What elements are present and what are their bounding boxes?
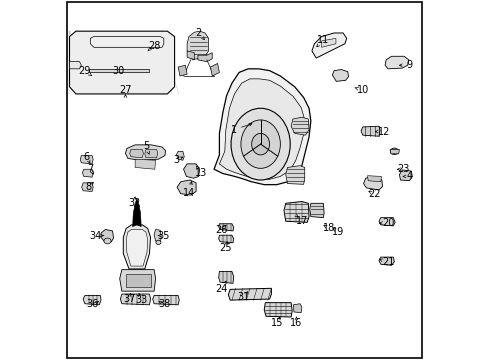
Polygon shape bbox=[399, 170, 411, 181]
Polygon shape bbox=[321, 39, 335, 47]
Text: 31: 31 bbox=[237, 292, 249, 302]
Polygon shape bbox=[126, 229, 147, 266]
Polygon shape bbox=[214, 69, 310, 185]
Polygon shape bbox=[135, 159, 155, 169]
Text: 22: 22 bbox=[367, 189, 380, 199]
Text: 17: 17 bbox=[295, 216, 307, 226]
Text: 4: 4 bbox=[406, 171, 412, 181]
Text: 18: 18 bbox=[322, 224, 334, 233]
Polygon shape bbox=[134, 198, 140, 207]
Polygon shape bbox=[384, 56, 408, 69]
Polygon shape bbox=[367, 176, 381, 182]
Text: 29: 29 bbox=[79, 66, 91, 76]
Polygon shape bbox=[88, 69, 149, 72]
Polygon shape bbox=[389, 149, 399, 154]
Text: 34: 34 bbox=[89, 231, 102, 240]
Text: 12: 12 bbox=[377, 127, 390, 136]
Polygon shape bbox=[187, 51, 194, 59]
Text: 26: 26 bbox=[215, 225, 227, 235]
Text: 5: 5 bbox=[142, 141, 149, 151]
Polygon shape bbox=[152, 296, 179, 305]
Text: 6: 6 bbox=[83, 152, 90, 162]
Polygon shape bbox=[132, 205, 141, 226]
Polygon shape bbox=[125, 145, 165, 160]
Text: 20: 20 bbox=[381, 218, 393, 228]
Polygon shape bbox=[69, 62, 81, 69]
Polygon shape bbox=[120, 294, 150, 305]
Polygon shape bbox=[177, 180, 196, 195]
Text: 37: 37 bbox=[122, 294, 135, 304]
Polygon shape bbox=[144, 149, 158, 158]
Polygon shape bbox=[311, 33, 346, 58]
Polygon shape bbox=[332, 69, 348, 81]
Polygon shape bbox=[81, 183, 93, 192]
Text: 10: 10 bbox=[356, 85, 368, 95]
Text: 38: 38 bbox=[159, 300, 171, 310]
Text: 21: 21 bbox=[381, 257, 393, 267]
Polygon shape bbox=[154, 229, 161, 242]
Text: 15: 15 bbox=[270, 319, 283, 328]
Polygon shape bbox=[378, 257, 394, 265]
Ellipse shape bbox=[251, 134, 269, 155]
Polygon shape bbox=[210, 63, 219, 76]
Polygon shape bbox=[378, 218, 394, 226]
Ellipse shape bbox=[241, 120, 280, 168]
Polygon shape bbox=[183, 164, 199, 178]
Text: 28: 28 bbox=[148, 41, 160, 50]
Text: 9: 9 bbox=[406, 60, 412, 70]
Polygon shape bbox=[129, 149, 143, 158]
Polygon shape bbox=[290, 117, 308, 135]
Text: 1: 1 bbox=[230, 125, 236, 135]
Text: 23: 23 bbox=[396, 164, 408, 174]
Polygon shape bbox=[218, 235, 233, 243]
Polygon shape bbox=[360, 126, 379, 136]
Polygon shape bbox=[82, 169, 93, 177]
Text: 14: 14 bbox=[183, 188, 195, 198]
Polygon shape bbox=[120, 270, 155, 291]
Polygon shape bbox=[178, 65, 187, 76]
Polygon shape bbox=[69, 31, 174, 94]
Polygon shape bbox=[101, 229, 113, 242]
Text: 36: 36 bbox=[86, 300, 98, 310]
Polygon shape bbox=[285, 166, 304, 184]
Polygon shape bbox=[83, 296, 101, 305]
Polygon shape bbox=[309, 203, 324, 218]
Text: 25: 25 bbox=[219, 243, 232, 253]
Text: 19: 19 bbox=[332, 227, 344, 237]
Text: 32: 32 bbox=[128, 198, 141, 208]
Text: 16: 16 bbox=[290, 319, 302, 328]
Polygon shape bbox=[264, 303, 292, 317]
Text: 27: 27 bbox=[119, 85, 131, 95]
Text: 30: 30 bbox=[112, 66, 124, 76]
Polygon shape bbox=[218, 224, 233, 231]
Text: 7: 7 bbox=[87, 164, 93, 174]
Polygon shape bbox=[228, 288, 271, 300]
Polygon shape bbox=[176, 151, 184, 160]
Text: 33: 33 bbox=[135, 295, 147, 305]
Polygon shape bbox=[363, 176, 382, 190]
Bar bbox=[126, 274, 150, 287]
Polygon shape bbox=[293, 304, 301, 313]
Text: 11: 11 bbox=[317, 35, 329, 45]
Polygon shape bbox=[198, 53, 212, 62]
Text: 3: 3 bbox=[173, 155, 179, 165]
Polygon shape bbox=[218, 271, 233, 283]
Ellipse shape bbox=[230, 108, 290, 180]
Text: 13: 13 bbox=[195, 168, 207, 178]
Ellipse shape bbox=[156, 240, 161, 244]
Polygon shape bbox=[187, 31, 208, 60]
Text: 8: 8 bbox=[85, 182, 91, 192]
Text: 24: 24 bbox=[215, 284, 227, 294]
Polygon shape bbox=[80, 156, 93, 164]
Text: 2: 2 bbox=[194, 28, 201, 38]
Polygon shape bbox=[284, 202, 308, 222]
Ellipse shape bbox=[389, 148, 398, 154]
Polygon shape bbox=[219, 79, 304, 179]
Text: 35: 35 bbox=[157, 231, 170, 240]
Polygon shape bbox=[123, 225, 150, 269]
Polygon shape bbox=[90, 37, 163, 47]
Ellipse shape bbox=[104, 238, 111, 244]
